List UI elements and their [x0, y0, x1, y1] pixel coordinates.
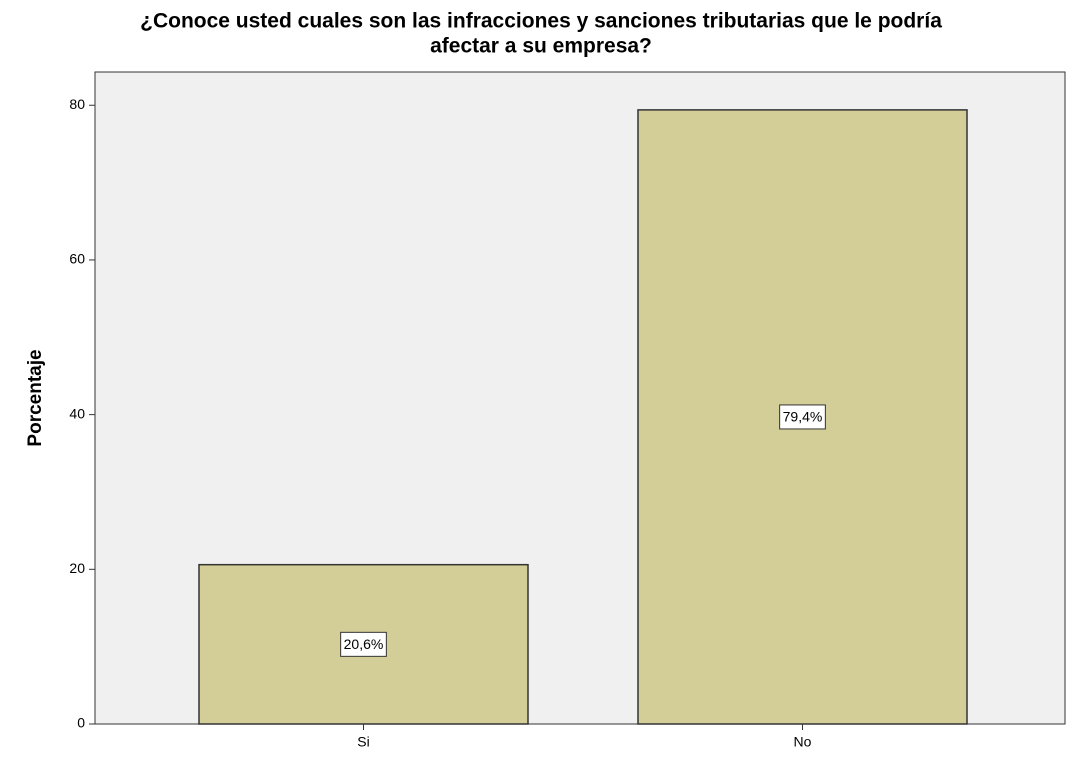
chart-title: ¿Conoce usted cuales son las infraccione…	[140, 10, 942, 33]
y-tick-label: 60	[69, 251, 85, 267]
y-tick-label: 80	[69, 96, 85, 112]
y-axis-label: Porcentaje	[25, 349, 46, 446]
value-label-box	[340, 631, 387, 657]
x-tick-label: Si	[357, 734, 369, 750]
value-label-box	[779, 404, 826, 430]
y-tick-label: 40	[69, 405, 85, 421]
value-label: 20,6%	[344, 636, 384, 652]
y-tick-label: 0	[77, 715, 85, 731]
value-label: 79,4%	[783, 409, 823, 425]
chart-title: afectar a su empresa?	[430, 35, 652, 58]
y-tick-label: 20	[69, 560, 85, 576]
x-tick-label: No	[794, 734, 812, 750]
